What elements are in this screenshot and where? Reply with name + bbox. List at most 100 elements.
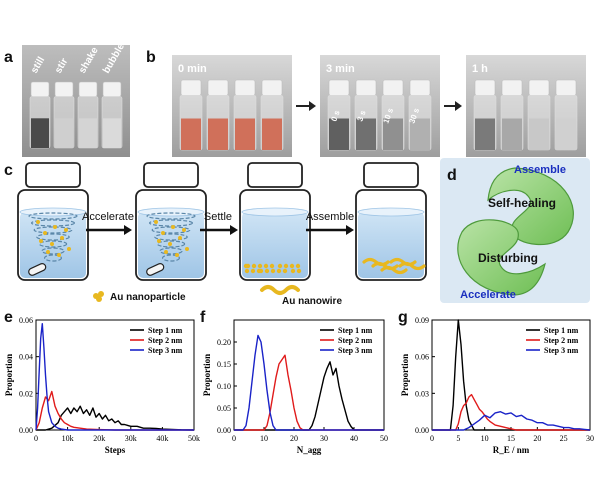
panel-c-jars	[17, 162, 427, 281]
chart-f-xlabel: N_agg	[297, 445, 322, 455]
chart-f-xtick-label: 50	[380, 434, 388, 443]
vial-0min-1	[179, 79, 203, 151]
chart-f-xtick-label: 20	[290, 434, 298, 443]
panel-b-label: b	[146, 49, 156, 66]
chart-g-series-2	[432, 393, 590, 431]
chart-g-legend-label: Step 1 nm	[544, 326, 579, 335]
chart-g-ytick-label: 0.00	[415, 426, 429, 435]
chart-e-xtick-label: 10k	[62, 434, 74, 443]
panel-a-label: a	[4, 49, 13, 66]
vial-still	[29, 81, 51, 149]
chart-e-xtick-label: 30k	[125, 434, 137, 443]
stage-title-1h: 1 h	[472, 63, 488, 75]
vial-stir	[53, 81, 75, 149]
yin-yang-leaf-upper	[487, 167, 574, 246]
chart-e-series-3	[35, 323, 194, 431]
vial-0min-2	[206, 79, 230, 151]
panel-d: d Assemble Self-healing Disturbing Accel…	[440, 158, 590, 303]
nanowire-legend-label: Au nanowire	[282, 296, 342, 307]
chart-g-xtick-label: 30	[586, 434, 594, 443]
chart-e-xtick-label: 0	[34, 434, 38, 443]
jar-1	[17, 162, 89, 281]
panel-d-label: d	[447, 167, 457, 184]
chart-e-series-2	[35, 390, 194, 431]
chart-g-series-3	[432, 411, 591, 431]
chart-f-series-2	[234, 354, 384, 431]
chart-f-xtick-label: 30	[320, 434, 328, 443]
chart-f-ytick-label: 0.20	[217, 338, 231, 347]
arrow-assemble-head	[346, 225, 354, 235]
jar-2	[135, 162, 207, 281]
chart-g-xtick-label: 20	[533, 434, 541, 443]
chart-g-xtick-label: 0	[430, 434, 434, 443]
chart-e-xtick-label: 20k	[93, 434, 105, 443]
arrow-accelerate-label: Accelerate	[82, 211, 134, 223]
word-disturbing: Disturbing	[478, 251, 538, 265]
chart-e-legend-label: Step 2 nm	[148, 336, 183, 345]
chart-f-ytick-label: 0.15	[217, 360, 231, 369]
panel-e-label: e	[4, 309, 13, 326]
arrow-settle-label: Settle	[204, 211, 232, 223]
word-self-healing: Self-healing	[488, 196, 556, 210]
panel-c: c Accelerate Settle Assemble Au nanopart…	[4, 162, 427, 307]
chart-g-legend-label: Step 2 nm	[544, 336, 579, 345]
chart-f-series-1	[234, 361, 384, 431]
arrow-settle: Settle	[200, 211, 238, 235]
panel-c-label: c	[4, 162, 13, 179]
chart-f-ytick-label: 0.10	[217, 382, 231, 391]
vial-3min-3	[381, 79, 405, 151]
chart-e-ytick-label: 0.04	[19, 353, 33, 362]
chart-e-ytick-label: 0.06	[19, 316, 33, 325]
chart-g-xtick-label: 15	[507, 434, 515, 443]
chart-g-xlabel: R_E / nm	[493, 445, 530, 455]
chart-g-legend-label: Step 3 nm	[544, 346, 579, 355]
chart-e-ytick-label: 0.02	[19, 389, 33, 398]
chart-f-ytick-label: 0.00	[217, 426, 231, 435]
arrow-assemble: Assemble	[306, 211, 354, 235]
word-assemble: Assemble	[514, 164, 566, 176]
vial-1h-4	[554, 79, 578, 151]
arrow-accelerate-head	[124, 225, 132, 235]
chart-g-series-1	[432, 319, 590, 431]
chart-e-xtick-label: 50k	[188, 434, 200, 443]
chart-e-legend-label: Step 3 nm	[148, 346, 183, 355]
chart-e: 0 10k 20k 30k 40k 50k 0.00 0.02 0.04 0.06 Steps Pro…	[4, 316, 200, 455]
vial-0min-3	[233, 79, 257, 151]
panel-g-label: g	[398, 309, 408, 326]
chart-g-xtick-label: 5	[456, 434, 460, 443]
chart-f-xtick-label: 10	[260, 434, 268, 443]
arrow-b1-head	[309, 101, 316, 111]
word-accelerate: Accelerate	[460, 289, 516, 301]
chart-e-frame	[35, 319, 195, 431]
vial-shake	[77, 81, 99, 149]
vial-1h-2	[500, 79, 524, 151]
nanoparticle-legend-icon	[93, 291, 104, 302]
chart-f-series-3	[234, 334, 384, 431]
vial-3min-1	[327, 79, 351, 151]
chart-g: 0 5 10 15 20 25 30 0.00 0.03 0.06 0.09 R_E / nm Prop…	[400, 316, 594, 455]
nanoparticle-legend-label: Au nanoparticle	[110, 292, 186, 303]
time-label-3s: 3 s	[355, 109, 367, 123]
chart-e-xlabel: Steps	[105, 445, 126, 455]
chart-f-ytick-label: 0.05	[217, 404, 231, 413]
chart-e-ytick-label: 0.00	[19, 426, 33, 435]
jar-3	[239, 162, 311, 281]
panel-c-legend: Au nanoparticle Au nanowire	[93, 285, 342, 307]
chart-g-frame	[431, 319, 591, 431]
chart-f: 0 10 20 30 40 50 0.00 0.05 0.10 0.15 0.20 N_agg Prop…	[202, 319, 388, 455]
chart-e-series-1	[36, 405, 195, 431]
arrow-b2-head	[455, 101, 462, 111]
arrow-settle-head	[230, 225, 238, 235]
chart-f-legend-label: Step 3 nm	[338, 346, 373, 355]
chart-g-xtick-label: 10	[481, 434, 489, 443]
panel-b-vials	[179, 79, 578, 151]
chart-g-ytick-label: 0.09	[415, 316, 429, 325]
vial-3min-2	[354, 79, 378, 151]
chart-f-legend-label: Step 1 nm	[338, 326, 373, 335]
chart-g-ylabel: Proportion	[400, 354, 410, 396]
chart-f-legend-label: Step 2 nm	[338, 336, 373, 345]
vial-3min-4	[408, 79, 432, 151]
chart-g-ytick-label: 0.03	[415, 389, 429, 398]
chart-f-xtick-label: 0	[232, 434, 236, 443]
